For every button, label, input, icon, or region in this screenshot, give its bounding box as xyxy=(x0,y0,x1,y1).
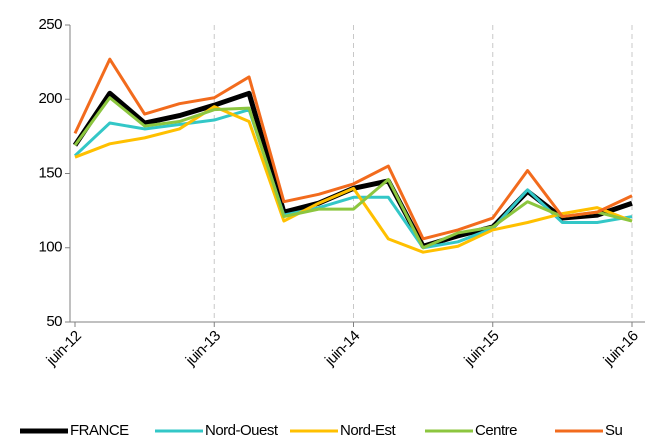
y-tick-label: 150 xyxy=(38,164,62,181)
x-tick-label: juin-15 xyxy=(460,328,502,370)
x-tick-label: juin-16 xyxy=(600,328,642,370)
legend-label: Centre xyxy=(475,422,517,439)
line-series xyxy=(73,57,633,241)
line-series xyxy=(73,108,633,250)
legend-label: Nord-Ouest xyxy=(205,422,279,439)
y-tick-label: 50 xyxy=(46,313,62,330)
x-tick-label: juin-13 xyxy=(182,328,224,370)
x-tick-label: juin-14 xyxy=(321,328,363,370)
x-tick-label: juin-12 xyxy=(43,328,85,370)
line-series xyxy=(73,96,633,250)
legend-label: Su xyxy=(605,422,623,439)
legend-label: FRANCE xyxy=(70,422,129,439)
y-tick-label: 200 xyxy=(38,90,62,107)
y-tick-label: 100 xyxy=(38,239,62,256)
line-series xyxy=(74,105,633,254)
y-tick-label: 250 xyxy=(38,16,62,33)
legend-label: Nord-Est xyxy=(340,422,397,439)
